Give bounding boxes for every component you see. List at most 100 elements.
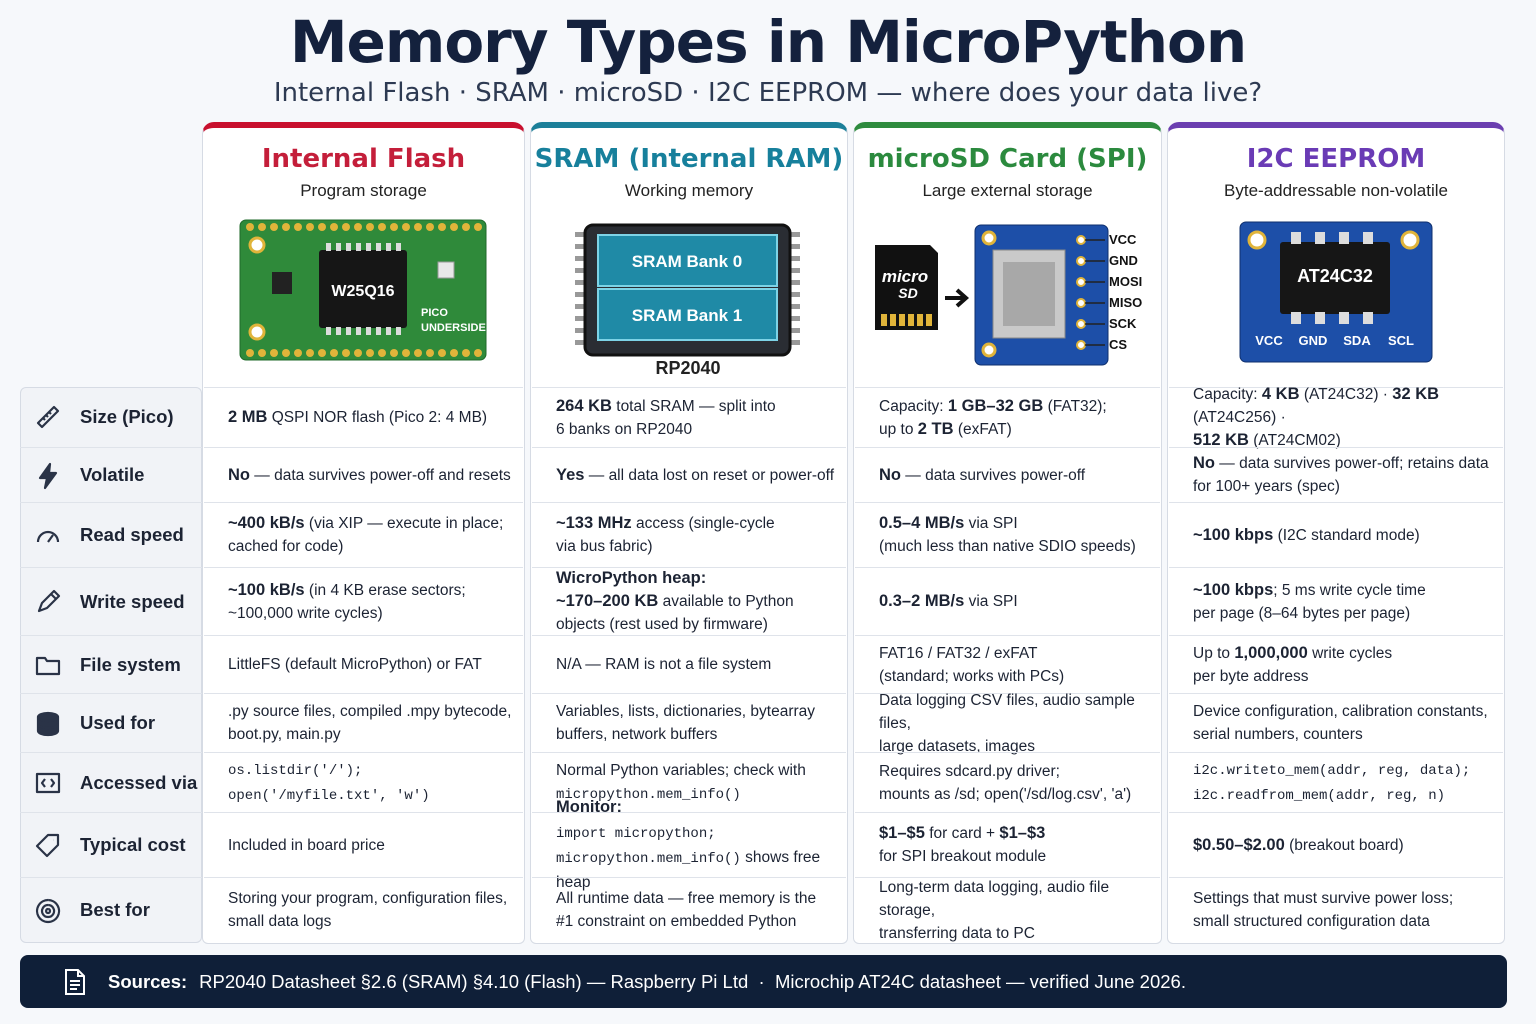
text-run: FAT16 / FAT32 / exFAT (standard; works w… xyxy=(879,644,1065,685)
bold-run: $1–$3 xyxy=(999,824,1046,842)
column-subtitle: Program storage xyxy=(300,181,427,200)
cell: Monitor: import micropython; micropython… xyxy=(532,798,846,891)
pin-label: SCL xyxy=(1388,333,1414,348)
pad xyxy=(414,223,422,231)
cell: Long-term data logging, audio file stora… xyxy=(855,877,1160,942)
icon-shape xyxy=(35,656,61,676)
illustration: W25Q16 PICO UNDERSIDE xyxy=(239,219,487,361)
text-run: (breakout board) xyxy=(1284,836,1404,854)
cell: 0.3–2 MB/s via SPI xyxy=(855,567,1160,635)
title: Memory Types in MicroPython xyxy=(289,8,1247,76)
pin-label: SCK xyxy=(1109,316,1137,331)
cell: Storing your program, configuration file… xyxy=(204,877,523,942)
cell: ~133 MHz access (single-cycle via bus fa… xyxy=(532,502,846,567)
pin-hole xyxy=(1076,340,1086,350)
text-run: Variables, lists, dictionaries, bytearra… xyxy=(556,703,816,743)
pad xyxy=(246,223,254,231)
chip-label: RP2040 xyxy=(655,358,720,378)
pad xyxy=(438,223,446,231)
text-run: LittleFS (default MicroPython) or FAT xyxy=(228,656,482,673)
cell-text: Up to 1,000,000 write cycles per byte ad… xyxy=(1193,642,1392,688)
cell: N/A — RAM is not a file system xyxy=(532,635,846,693)
pin xyxy=(788,244,800,249)
footer-text: RP2040 Datasheet §2.6 (SRAM) §4.10 (Flas… xyxy=(199,970,1186,992)
row-label-text: Volatile xyxy=(80,464,145,485)
text-run: Device configuration, calibration consta… xyxy=(1193,703,1488,743)
note: PICO UNDERSIDE xyxy=(421,307,486,334)
text-run: Capacity: xyxy=(879,397,948,415)
pad xyxy=(294,349,302,357)
cell: ~100 kB/s (in 4 KB erase sectors; ~100,0… xyxy=(204,567,523,635)
pin xyxy=(575,244,587,249)
bold-run: ~133 MHz xyxy=(556,514,632,532)
cell-text: i2c.writeto_mem(addr, reg, data); i2c.re… xyxy=(1193,758,1470,808)
pin xyxy=(575,280,587,285)
row-label-text: Best for xyxy=(80,899,150,920)
pad xyxy=(414,349,422,357)
cell-text: Capacity: 4 KB (AT24C32) · 32 KB (AT24C2… xyxy=(1193,383,1503,452)
chip xyxy=(1280,242,1390,314)
sd-contact xyxy=(881,314,887,326)
text-run: (exFAT) xyxy=(953,420,1012,438)
pin xyxy=(336,243,341,251)
code-run: i2c.writeto_mem(addr, reg, data); i2c.re… xyxy=(1193,762,1471,804)
hole xyxy=(981,342,997,358)
small-chip xyxy=(272,272,292,294)
cell: Capacity: 4 KB (AT24C32) · 32 KB (AT24C2… xyxy=(1169,385,1503,449)
pad xyxy=(438,349,446,357)
bold-run: ~100 kbps xyxy=(1193,525,1274,544)
sd-contact xyxy=(890,314,896,326)
row-label-text: Size (Pico) xyxy=(80,406,174,427)
illustration: microSD VCC GND MOSI MISO SCK CS xyxy=(875,224,1142,366)
pin xyxy=(788,328,800,333)
pin xyxy=(575,268,587,273)
pin-label: GND xyxy=(1299,333,1328,348)
text-run: access (single-cycle via bus fabric) xyxy=(556,515,775,555)
cell-text: Long-term data logging, audio file stora… xyxy=(879,876,1160,945)
text-run: Capacity: xyxy=(1193,386,1262,403)
pad xyxy=(366,349,374,357)
pad xyxy=(366,223,374,231)
row-icon xyxy=(36,530,60,543)
cell-text: Settings that must survive power loss; s… xyxy=(1193,887,1453,933)
cell-text: Monitor: import micropython; micropython… xyxy=(556,796,846,894)
row-icon xyxy=(37,589,61,613)
pad xyxy=(330,223,338,231)
pin xyxy=(575,340,587,345)
text-run: Normal Python variables; check with xyxy=(556,761,806,779)
bold-run: No xyxy=(1193,454,1215,472)
bold-run: 0.5–4 MB/s xyxy=(879,514,965,532)
cell: FAT16 / FAT32 / exFAT (standard; works w… xyxy=(855,635,1160,693)
pin xyxy=(1339,312,1349,324)
icon-shape xyxy=(37,589,61,613)
row-label-text: Typical cost xyxy=(80,834,186,855)
text-run: Data logging CSV files, audio sample fil… xyxy=(879,691,1135,755)
text-run: (AT24C256) · xyxy=(1193,409,1286,426)
cell: No — data survives power-off and resets xyxy=(204,447,523,502)
cell-text: os.listdir('/'); open('/myfile.txt', 'w'… xyxy=(228,758,523,808)
text-run: All runtime data — free memory is the #1… xyxy=(556,890,817,930)
footer: Sources: RP2040 Datasheet §2.6 (SRAM) §4… xyxy=(20,955,1507,1008)
bank-label: SRAM Bank 0 xyxy=(632,252,743,271)
pad xyxy=(318,223,326,231)
cell: Settings that must survive power loss; s… xyxy=(1169,877,1503,942)
bold-run: ~100 kbps xyxy=(1193,580,1274,599)
pin xyxy=(396,327,401,335)
text-run: via SPI xyxy=(964,593,1018,610)
row-label-text: File system xyxy=(80,653,181,675)
cell-text: N/A — RAM is not a file system xyxy=(556,653,771,676)
bold-run: 0.3–2 MB/s xyxy=(879,592,965,610)
cell: $0.50–$2.00 (breakout board) xyxy=(1169,812,1503,877)
cell-text: 0.5–4 MB/s via SPI (much less than nativ… xyxy=(879,512,1136,558)
text-run: shows free heap xyxy=(556,849,821,891)
pad xyxy=(426,349,434,357)
pad xyxy=(354,223,362,231)
cell: WicroPython heap: ~170–200 KB available … xyxy=(532,567,846,635)
pad xyxy=(246,349,254,357)
pin xyxy=(788,292,800,297)
note-line: UNDERSIDE xyxy=(421,322,486,334)
row-label-text: Read speed xyxy=(80,524,184,545)
pad xyxy=(306,223,314,231)
illustration: AT24C32 VCC GND SDA SCL xyxy=(1239,221,1433,363)
